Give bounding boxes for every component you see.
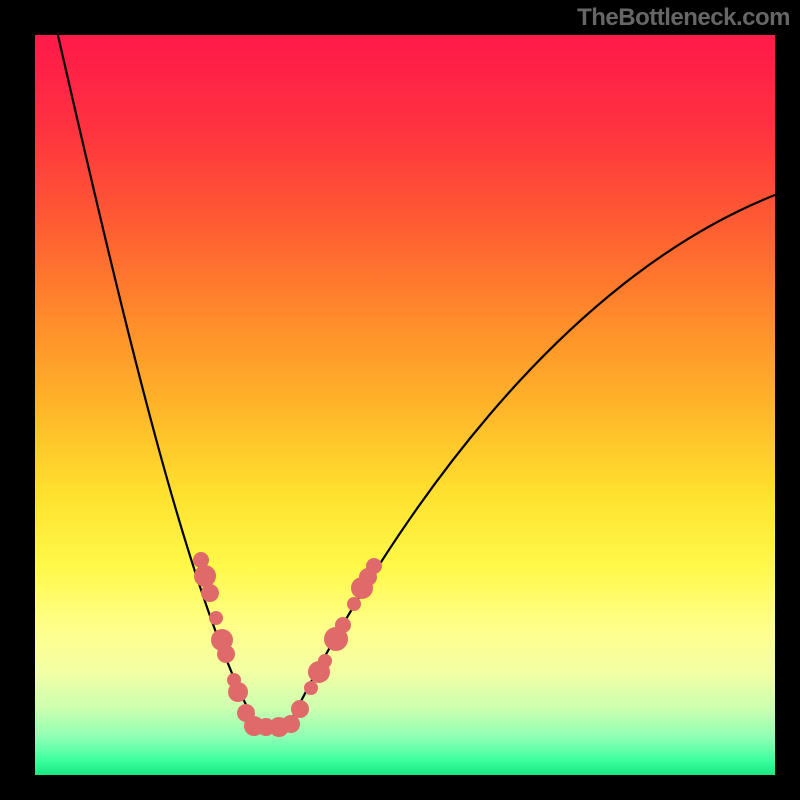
data-point-marker [209, 611, 223, 625]
data-point-marker [228, 682, 248, 702]
data-point-marker [304, 681, 318, 695]
bottleneck-curve-plot [0, 0, 800, 800]
data-point-marker [347, 597, 361, 611]
watermark-text: TheBottleneck.com [577, 4, 790, 32]
data-point-marker [291, 700, 309, 718]
data-point-marker [217, 645, 235, 663]
data-point-marker [366, 558, 382, 574]
data-point-marker [335, 617, 351, 633]
data-point-marker [282, 715, 300, 733]
data-point-marker [201, 584, 219, 602]
data-point-marker [194, 565, 216, 587]
chart-container: TheBottleneck.com [0, 0, 800, 800]
data-point-marker [318, 654, 332, 668]
